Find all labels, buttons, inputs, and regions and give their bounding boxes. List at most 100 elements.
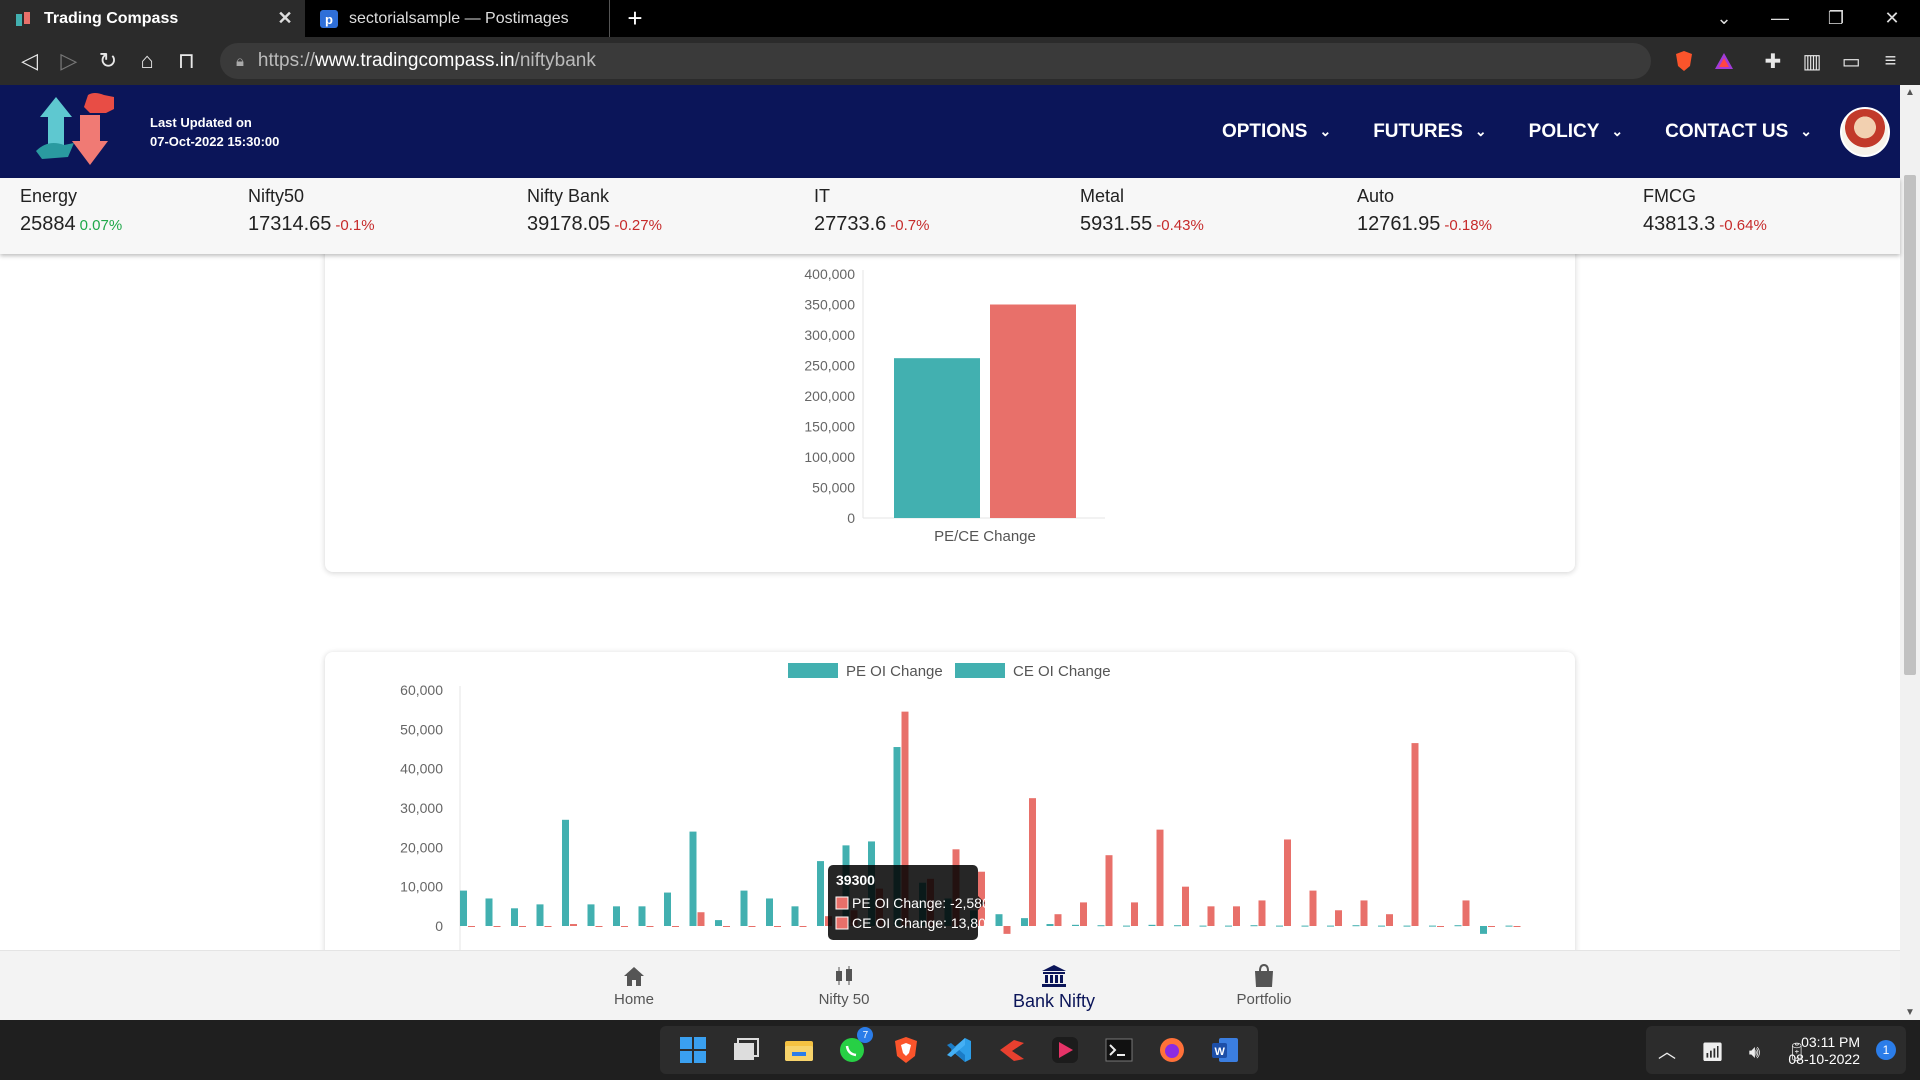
ticker-metal[interactable]: Metal 5931.55 -0.43%: [1080, 186, 1204, 236]
restore-icon[interactable]: ❐: [1827, 8, 1845, 28]
window-controls: ⌄ — ❐ ✕: [1696, 0, 1920, 37]
scroll-down-icon[interactable]: ▼: [1905, 1007, 1915, 1018]
address-bar[interactable]: 🔒︎ https://www.tradingcompass.in/niftyba…: [219, 43, 1651, 79]
pe-oi-bar: [689, 831, 697, 926]
y-tick-label: 250,000: [804, 358, 855, 374]
oi-change-chart-card: PE OI Change CE OI Change 0 10,000 20,000 30,…: [325, 652, 1575, 950]
ce-oi-bar: [493, 926, 501, 927]
ticker-auto[interactable]: Auto 12761.95 -0.18%: [1357, 186, 1492, 236]
tab-search-chevron-icon[interactable]: ⌄: [1716, 8, 1732, 28]
y-tick-label: 150,000: [804, 419, 855, 435]
minimize-icon[interactable]: —: [1771, 8, 1789, 28]
back-icon[interactable]: ◁: [21, 48, 39, 73]
bottom-nav-home[interactable]: Home: [574, 963, 694, 1008]
pe-oi-bar: [1046, 924, 1054, 926]
menu-icon[interactable]: ≡: [1884, 49, 1897, 72]
tooltip-line: CE OI Change: 13,803: [852, 915, 994, 931]
ticker-it[interactable]: IT 27733.6 -0.7%: [814, 186, 929, 236]
menu-label: CONTACT US: [1665, 120, 1789, 142]
ticker-energy[interactable]: Energy 25884 0.07%: [20, 186, 122, 236]
trading-compass-favicon-icon: [14, 10, 34, 28]
ticker-name: Metal: [1080, 186, 1125, 206]
candlestick-icon: [784, 963, 904, 991]
postimages-favicon-icon: p: [319, 9, 339, 28]
bottom-nav-label: Nifty 50: [818, 991, 870, 1008]
firefox-icon[interactable]: [1153, 1031, 1191, 1069]
menu-futures[interactable]: FUTURES ⌄: [1373, 121, 1486, 143]
y-tick-label: 30,000: [400, 800, 443, 816]
bottom-nav-portfolio[interactable]: Portfolio: [1204, 963, 1324, 1008]
ce-oi-bar: [1131, 902, 1138, 926]
ce-oi-bar: [748, 926, 756, 927]
legend-label: CE OI Change: [1013, 663, 1111, 680]
home-icon[interactable]: ⌂: [140, 48, 154, 73]
tooltip-arrow: [978, 896, 985, 910]
ce-oi-bar: [1258, 900, 1266, 926]
menu-policy[interactable]: POLICY ⌄: [1529, 121, 1623, 143]
chevron-down-icon: ⌄: [1319, 123, 1332, 139]
tab-trading-compass[interactable]: Trading Compass ✕: [0, 0, 305, 37]
pe-oi-bar: [1454, 925, 1462, 927]
brave-browser-icon[interactable]: [887, 1031, 925, 1069]
ce-oi-bar: [1284, 839, 1291, 926]
ce-oi-bar: [1488, 926, 1495, 927]
pe-oi-bar: [638, 906, 646, 926]
git-app-icon[interactable]: [993, 1031, 1031, 1069]
ce-oi-bar: [646, 926, 654, 927]
pe-oi-bar: [817, 861, 824, 926]
wifi-icon[interactable]: 📶︎: [1701, 1042, 1734, 1062]
ticker-value: 39178.05: [527, 213, 611, 235]
brave-shield-icon[interactable]: [1665, 41, 1704, 81]
home-icon: [574, 963, 694, 991]
start-menu-icon[interactable]: [674, 1031, 712, 1069]
menu-contact-us[interactable]: CONTACT US ⌄: [1665, 121, 1812, 143]
bottom-nav-nifty-50[interactable]: Nifty 50: [784, 963, 904, 1008]
scroll-up-icon[interactable]: ▲: [1905, 87, 1915, 98]
whatsapp-icon[interactable]: 7: [833, 1027, 874, 1069]
battery-icon[interactable]: 🔋︎: [1785, 1042, 1819, 1062]
bookmark-icon[interactable]: ⊓: [177, 48, 195, 73]
screen-recorder-icon[interactable]: [1046, 1031, 1084, 1069]
menu-options[interactable]: OPTIONS ⌄: [1222, 121, 1331, 143]
extensions-icon[interactable]: ✚: [1764, 50, 1782, 73]
show-hidden-icons-chevron-icon[interactable]: ︿: [1658, 1042, 1686, 1062]
ticker-nifty50[interactable]: Nifty50 17314.65 -0.1%: [248, 186, 375, 236]
word-icon[interactable]: W: [1206, 1031, 1244, 1069]
wallet-icon[interactable]: ▭: [1841, 50, 1861, 73]
avatar[interactable]: [1840, 107, 1890, 157]
page-scrollbar[interactable]: ▲ ▼: [1900, 85, 1920, 1020]
sidebar-icon[interactable]: ▥: [1802, 50, 1822, 73]
menu-label: POLICY: [1528, 120, 1600, 142]
file-explorer-icon[interactable]: [780, 1031, 818, 1069]
trading-compass-logo[interactable]: [34, 89, 126, 167]
bottom-nav: Home Nifty 50 Bank Nifty Portfolio: [0, 950, 1900, 1020]
ce-oi-bar: [1080, 902, 1087, 926]
pe-oi-bar: [1174, 925, 1181, 927]
pe-oi-bar: [740, 890, 748, 926]
reload-icon[interactable]: ↻: [98, 48, 118, 73]
clock[interactable]: 03:11 PM 08-10-2022: [1788, 1034, 1860, 1068]
pe-oi-bar: [1148, 924, 1156, 926]
tray-icons[interactable]: ︿ 📶︎ 🔊︎ 🔋︎: [1658, 1038, 1818, 1064]
tab-postimages[interactable]: p sectorialsample — Postimages: [305, 0, 610, 37]
ce-oi-bar: [1309, 890, 1317, 926]
svg-text:W: W: [1215, 1046, 1226, 1058]
ticker-fmcg[interactable]: FMCG 43813.3 -0.64%: [1643, 186, 1767, 236]
forward-icon[interactable]: ▷: [60, 48, 78, 73]
vscode-icon[interactable]: [940, 1031, 978, 1069]
volume-icon[interactable]: 🔊︎: [1748, 1042, 1771, 1062]
ticker-change: -0.1%: [335, 217, 375, 234]
scrollbar-thumb[interactable]: [1904, 175, 1916, 675]
terminal-icon[interactable]: [1100, 1031, 1138, 1069]
close-tab-icon[interactable]: ✕: [277, 8, 293, 28]
new-tab-button[interactable]: +: [627, 3, 643, 33]
notification-badge[interactable]: 1: [1876, 1040, 1896, 1060]
bottom-nav-bank-nifty[interactable]: Bank Nifty: [994, 963, 1114, 1012]
pe-oi-bar: [1327, 925, 1334, 927]
brave-rewards-icon[interactable]: [1704, 41, 1743, 81]
ticker-nifty-bank[interactable]: Nifty Bank 39178.05 -0.27%: [527, 186, 662, 236]
ticker-name: FMCG: [1643, 186, 1696, 206]
ticker-value: 43813.3: [1643, 213, 1716, 235]
close-window-icon[interactable]: ✕: [1884, 8, 1900, 28]
task-view-icon[interactable]: [727, 1031, 765, 1069]
